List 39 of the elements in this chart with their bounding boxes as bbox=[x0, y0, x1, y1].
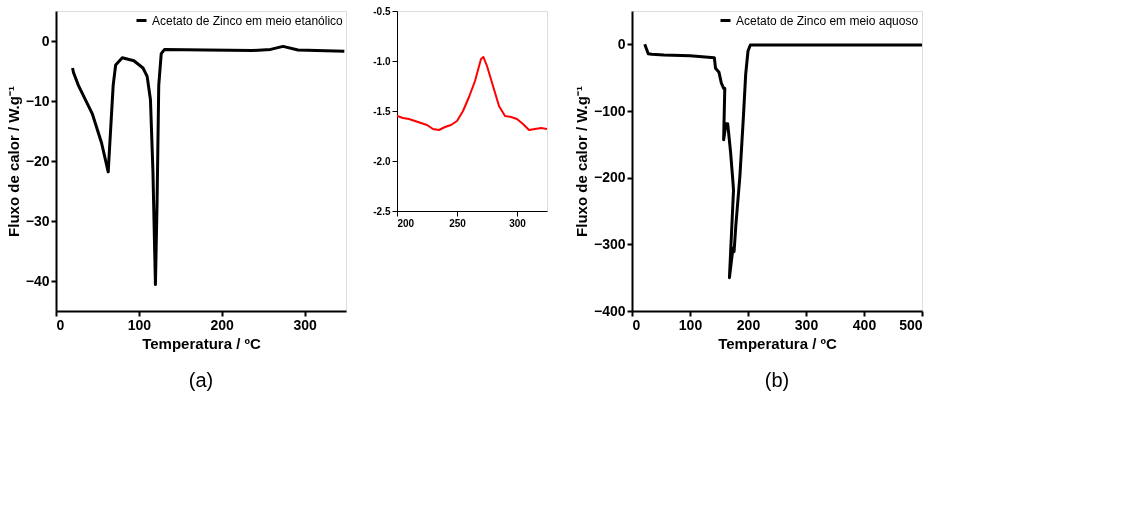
y-axis-title: Fluxo de calor / W.g⁻¹ bbox=[4, 86, 22, 237]
x-tick-label: 300 bbox=[293, 316, 317, 333]
line-series bbox=[71, 44, 346, 287]
y-tick-label: -2.0 bbox=[373, 155, 391, 167]
y-tick-label: −30 bbox=[25, 212, 50, 229]
y-tick-label: -1.5 bbox=[373, 105, 391, 117]
y-tick-label: −40 bbox=[25, 272, 50, 289]
x-tick-label: 200 bbox=[736, 316, 761, 333]
y-tick-label: −10 bbox=[25, 92, 50, 109]
x-axis-title: Temperatura / ºC bbox=[718, 334, 837, 352]
line-series bbox=[643, 42, 922, 280]
x-tick-label: 300 bbox=[794, 316, 819, 333]
y-tick-label: −20 bbox=[25, 152, 50, 169]
x-tick-label: 100 bbox=[127, 316, 152, 333]
x-tick-label: 100 bbox=[678, 316, 703, 333]
x-tick-label: 200 bbox=[210, 316, 235, 333]
legend-label: Acetato de Zinco em meio aquoso bbox=[736, 13, 919, 28]
y-tick-label: −200 bbox=[593, 169, 626, 186]
y-tick-label: -2.5 bbox=[373, 205, 391, 217]
x-tick-label: 0 bbox=[56, 316, 65, 333]
x-tick-label: 200 bbox=[397, 217, 415, 229]
y-tick-label: −300 bbox=[593, 235, 626, 252]
y-tick-label: -1.0 bbox=[373, 55, 391, 67]
text: (a) bbox=[188, 369, 214, 391]
y-axis-title: Fluxo de calor / W.g⁻¹ bbox=[572, 86, 590, 237]
text: (b) bbox=[764, 369, 790, 391]
x-axis-title: Temperatura / ºC bbox=[142, 334, 261, 352]
y-tick-label: 0 bbox=[617, 35, 626, 52]
x-tick-label: 400 bbox=[852, 316, 877, 333]
y-tick-label: −400 bbox=[593, 302, 626, 319]
x-tick-label: 300 bbox=[509, 217, 527, 229]
legend-label: Acetato de Zinco em meio etanólico bbox=[152, 13, 344, 28]
y-tick-label: 0 bbox=[41, 32, 50, 49]
line-series bbox=[397, 56, 547, 131]
y-tick-label: -0.5 bbox=[373, 5, 391, 17]
x-tick-label: 500 bbox=[899, 316, 923, 333]
y-tick-label: −100 bbox=[593, 102, 626, 119]
x-tick-label: 250 bbox=[449, 217, 467, 229]
x-tick-label: 0 bbox=[632, 316, 641, 333]
